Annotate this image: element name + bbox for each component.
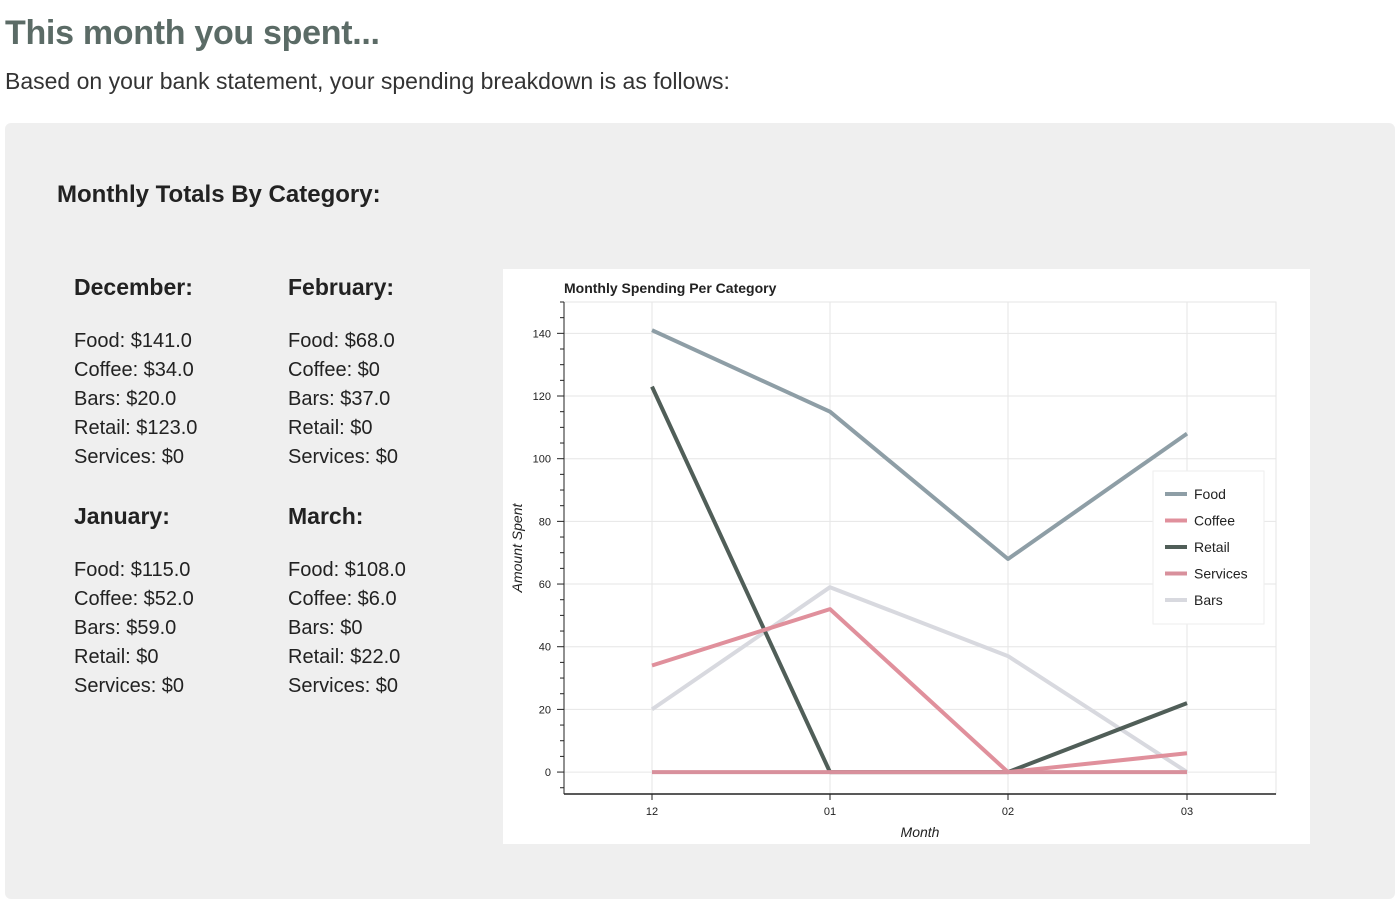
x-tick-label: 12	[646, 806, 658, 818]
month-block-february: February: Food: $68.0 Coffee: $0 Bars: $…	[288, 273, 488, 472]
month-line-services: Services: $0	[288, 675, 399, 697]
month-line-bars: Bars: $20.0	[74, 388, 177, 410]
spending-line-chart: Monthly Spending Per Category Month Amou…	[509, 280, 1277, 840]
month-line-bars: Bars: $59.0	[74, 617, 177, 639]
legend-label-services: Services	[1194, 566, 1248, 582]
month-title: February:	[288, 274, 395, 300]
series-line-bars	[650, 585, 1189, 774]
month-line-food: Food: $115.0	[74, 559, 191, 581]
month-line-services: Services: $0	[74, 446, 185, 468]
month-title: January:	[74, 503, 170, 529]
month-line-bars: Bars: $0	[288, 617, 363, 639]
month-line-food: Food: $108.0	[288, 559, 406, 581]
month-line-coffee: Coffee: $0	[288, 359, 380, 381]
series-line-food	[651, 328, 1189, 561]
x-tick-label: 01	[824, 806, 836, 818]
month-title: March:	[288, 503, 364, 529]
month-line-food: Food: $68.0	[288, 330, 395, 352]
y-tick-label: 100	[533, 454, 551, 466]
y-tick-label: 40	[539, 642, 551, 654]
series-line-coffee	[651, 607, 1188, 775]
month-line-coffee: Coffee: $6.0	[288, 588, 397, 610]
legend-label-coffee: Coffee	[1194, 513, 1235, 529]
summary-panel: Monthly Totals By Category: December: Fo…	[5, 123, 1395, 899]
legend-label-retail: Retail	[1194, 539, 1230, 555]
month-line-retail: Retail: $0	[74, 646, 159, 668]
month-line-coffee: Coffee: $34.0	[74, 359, 194, 381]
y-tick-label: 120	[533, 391, 551, 403]
legend-label-food: Food	[1194, 486, 1226, 502]
month-line-retail: Retail: $123.0	[74, 417, 198, 439]
month-line-retail: Retail: $22.0	[288, 646, 401, 668]
month-line-bars: Bars: $37.0	[288, 388, 391, 410]
x-axis-label: Month	[901, 824, 940, 840]
month-block-march: March: Food: $108.0 Coffee: $6.0 Bars: $…	[288, 502, 488, 701]
y-tick-label: 60	[539, 579, 551, 591]
y-tick-label: 0	[545, 767, 551, 779]
legend-label-bars: Bars	[1194, 592, 1223, 608]
page-subtitle: Based on your bank statement, your spend…	[5, 68, 730, 94]
month-block-january: January: Food: $115.0 Coffee: $52.0 Bars…	[74, 502, 274, 701]
month-line-services: Services: $0	[288, 446, 399, 468]
month-line-food: Food: $141.0	[74, 330, 192, 352]
month-title: December:	[74, 274, 193, 300]
chart-container: Monthly Spending Per Category Month Amou…	[503, 269, 1310, 844]
x-tick-label: 03	[1181, 806, 1193, 818]
x-tick-label: 02	[1002, 806, 1014, 818]
series-line-retail	[650, 385, 1188, 775]
month-line-services: Services: $0	[74, 675, 185, 697]
month-block-december: December: Food: $141.0 Coffee: $34.0 Bar…	[74, 273, 274, 472]
y-tick-label: 20	[539, 704, 551, 716]
panel-title: Monthly Totals By Category:	[57, 181, 381, 208]
page-title: This month you spent...	[5, 14, 380, 52]
y-tick-label: 80	[539, 516, 551, 528]
y-axis-label: Amount Spent	[509, 503, 525, 594]
month-line-retail: Retail: $0	[288, 417, 373, 439]
y-tick-label: 140	[533, 328, 551, 340]
month-line-coffee: Coffee: $52.0	[74, 588, 194, 610]
chart-title: Monthly Spending Per Category	[564, 280, 777, 296]
